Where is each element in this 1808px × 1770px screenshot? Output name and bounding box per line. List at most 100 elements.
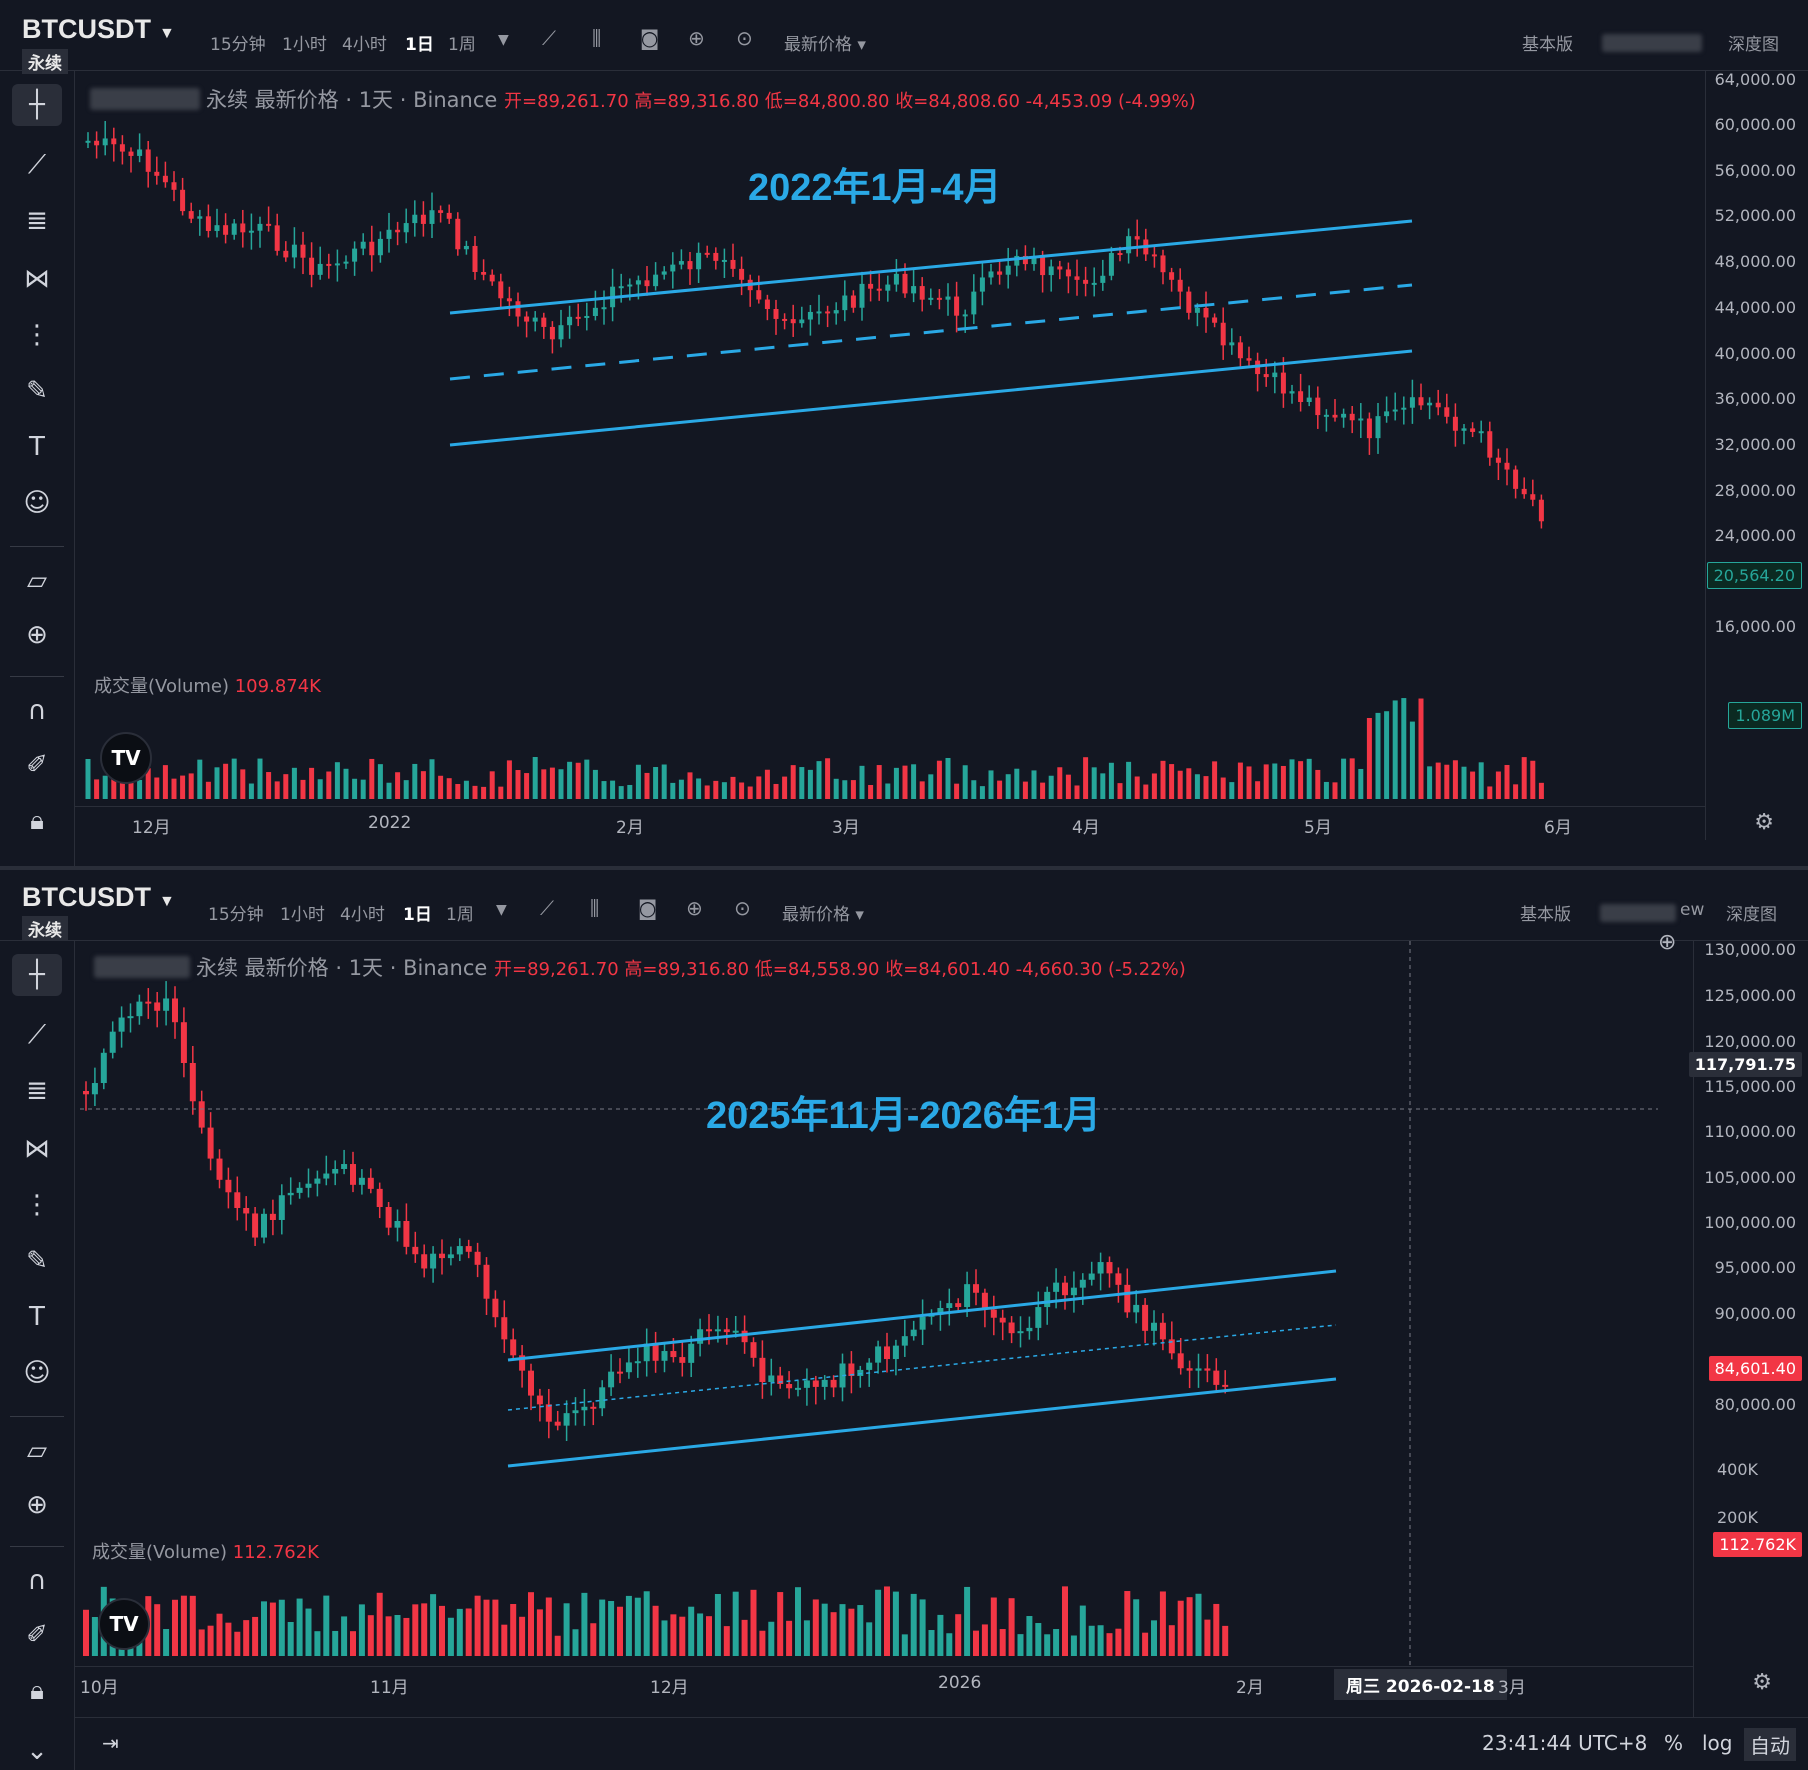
magnet-icon[interactable]: ∩ — [27, 1566, 47, 1596]
tf-4h[interactable]: 4小时 — [342, 35, 387, 55]
trendline-icon[interactable]: ⟋ — [27, 150, 47, 180]
candle-body — [421, 1254, 428, 1269]
symbol-selector[interactable]: BTCUSDT ▼ — [22, 14, 175, 45]
text-icon[interactable]: T — [29, 432, 45, 462]
trendline-icon[interactable]: ⟋ — [27, 1020, 47, 1050]
ruler-icon[interactable]: ▱ — [27, 566, 47, 596]
add-icon[interactable]: ⊕ — [686, 896, 703, 920]
price-type-select[interactable]: 最新价格 ▾ — [784, 35, 866, 55]
basic-view-button[interactable]: 基本版 — [1520, 905, 1571, 925]
price-label: 56,000.00 — [1714, 161, 1796, 180]
symbol-name: BTCUSDT — [22, 14, 151, 44]
zoom-icon[interactable]: ⊕ — [26, 1490, 48, 1520]
candlestick-chart[interactable] — [80, 71, 1702, 801]
volume-bar — [1160, 760, 1166, 799]
zoom-icon[interactable]: ⊕ — [26, 620, 48, 650]
tf-1w[interactable]: 1周 — [446, 905, 474, 925]
volume-bar — [964, 1586, 971, 1656]
tf-1w[interactable]: 1周 — [448, 35, 476, 55]
lock-icon[interactable]: 🔒︎ — [30, 1676, 44, 1706]
candle-body — [777, 1375, 784, 1384]
indicators-icon[interactable]: ⟋ — [540, 896, 554, 920]
log-toggle[interactable]: log — [1702, 1731, 1733, 1755]
add-alert-icon[interactable]: ⊕ — [1658, 930, 1677, 955]
volume-bar — [334, 762, 340, 799]
depth-chart-button[interactable]: 深度图 — [1726, 905, 1777, 925]
ohlc-legend: 永续 最新价格 · 1天 · Binance 开=89,261.70 高=89,… — [196, 952, 1186, 982]
settings-icon[interactable]: ⊙ — [736, 26, 753, 50]
lock-pencil-icon[interactable]: ✐ — [26, 750, 48, 780]
trading-view-button[interactable]: ew — [1680, 900, 1705, 920]
candle-body — [492, 1298, 499, 1318]
tf-15m[interactable]: 15分钟 — [208, 905, 264, 925]
candle-type-icon[interactable]: ⫼ — [592, 26, 602, 50]
price-label: 125,000.00 — [1704, 986, 1796, 1005]
time-axis[interactable]: 10月 11月 12月 2026 2月 周三 2026-02-18 3月 — [74, 1666, 1694, 1701]
candle-body — [687, 261, 693, 270]
volume-legend: 成交量(Volume) 112.762K — [92, 1538, 319, 1564]
tradingview-logo[interactable]: TV — [98, 1598, 150, 1650]
goto-date-icon[interactable]: ⇥ — [102, 1731, 119, 1755]
tf-15m[interactable]: 15分钟 — [210, 35, 266, 55]
magnet-icon[interactable]: ∩ — [27, 696, 47, 726]
tf-1d[interactable]: 1日 — [403, 905, 432, 925]
tf-more-icon[interactable]: ▼ — [498, 32, 509, 48]
clock[interactable]: 23:41:44 UTC+8 — [1482, 1731, 1648, 1755]
tf-1d[interactable]: 1日 — [405, 35, 434, 55]
volume-bar — [678, 779, 684, 799]
forecast-icon[interactable]: ⋮ — [24, 320, 50, 350]
volume-bar — [154, 777, 160, 799]
volume-bar — [1194, 774, 1200, 799]
fib-icon[interactable]: ≣ — [26, 206, 48, 236]
text-icon[interactable]: T — [29, 1302, 45, 1332]
volume-bar — [296, 1598, 303, 1656]
tradingview-logo[interactable]: TV — [100, 732, 152, 784]
price-axis[interactable]: 64,000.00 60,000.00 56,000.00 52,000.00 … — [1705, 70, 1808, 840]
volume-bar — [955, 1614, 962, 1656]
emoji-icon[interactable]: ☺ — [23, 1358, 51, 1388]
candle-body — [455, 218, 461, 250]
add-icon[interactable]: ⊕ — [688, 26, 705, 50]
collapse-icon[interactable]: ⌄ — [26, 1736, 48, 1766]
depth-chart-button[interactable]: 深度图 — [1728, 35, 1779, 55]
candle-body — [1022, 255, 1028, 265]
candle-type-icon[interactable]: ⫼ — [590, 896, 600, 920]
tf-1h[interactable]: 1小时 — [282, 35, 327, 55]
pattern-icon[interactable]: ⋈ — [24, 264, 50, 294]
candle-body — [243, 1208, 250, 1214]
indicators-icon[interactable]: ⟋ — [542, 26, 556, 50]
settings-icon[interactable]: ⚙ — [1754, 810, 1774, 835]
volume-bar — [1151, 1620, 1157, 1656]
tf-4h[interactable]: 4小时 — [340, 905, 385, 925]
brush-icon[interactable]: ✎ — [26, 376, 48, 406]
ruler-icon[interactable]: ▱ — [27, 1436, 47, 1466]
brush-icon[interactable]: ✎ — [26, 1246, 48, 1276]
auto-toggle[interactable]: 自动 — [1744, 1728, 1796, 1761]
volume-bar — [962, 765, 968, 799]
settings-icon[interactable]: ⚙ — [1752, 1670, 1772, 1695]
volume-bar — [1222, 1625, 1229, 1656]
pattern-icon[interactable]: ⋈ — [24, 1134, 50, 1164]
candle-body — [420, 214, 426, 224]
percent-toggle[interactable]: % — [1664, 1731, 1684, 1755]
crosshair-icon[interactable]: ┼ — [12, 84, 62, 126]
tf-1h[interactable]: 1小时 — [280, 905, 325, 925]
camera-icon[interactable]: ◙ — [638, 896, 658, 920]
time-axis[interactable]: 12月 2022 2月 3月 4月 5月 6月 — [74, 806, 1706, 841]
basic-view-button[interactable]: 基本版 — [1522, 35, 1573, 55]
candle-body — [773, 308, 779, 319]
crosshair-icon[interactable]: ┼ — [12, 954, 62, 996]
forecast-icon[interactable]: ⋮ — [24, 1190, 50, 1220]
fib-icon[interactable]: ≣ — [26, 1076, 48, 1106]
camera-icon[interactable]: ◙ — [640, 26, 660, 50]
volume-bar — [172, 1599, 178, 1656]
candlestick-chart[interactable] — [80, 941, 1690, 1701]
tf-more-icon[interactable]: ▼ — [496, 902, 507, 918]
settings-icon[interactable]: ⊙ — [734, 896, 751, 920]
emoji-icon[interactable]: ☺ — [23, 488, 51, 518]
symbol-selector[interactable]: BTCUSDT ▼ — [22, 882, 175, 913]
price-axis[interactable]: 130,000.00 125,000.00 120,000.00 115,000… — [1688, 940, 1808, 1718]
lock-icon[interactable]: 🔒︎ — [30, 806, 44, 836]
price-type-select[interactable]: 最新价格 ▾ — [782, 905, 864, 925]
lock-pencil-icon[interactable]: ✐ — [26, 1620, 48, 1650]
